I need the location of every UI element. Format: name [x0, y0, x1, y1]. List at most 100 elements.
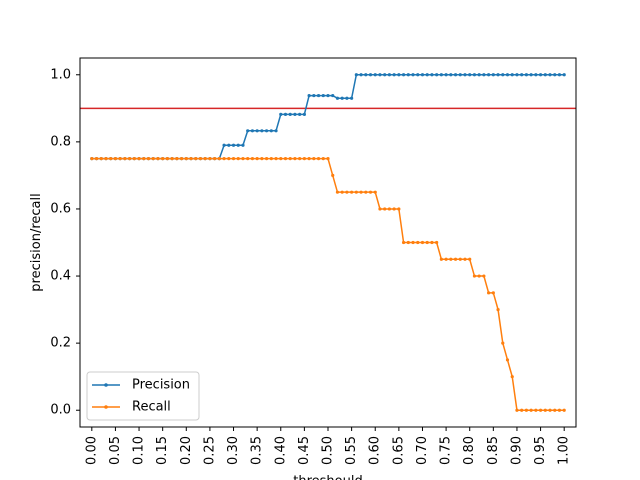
precision-point [496, 73, 500, 77]
precision-point [236, 143, 240, 147]
x-tick-label: 1.00 [557, 436, 572, 465]
precision-point [562, 73, 566, 77]
precision-point [406, 73, 410, 77]
recall-point [250, 157, 255, 161]
recall-point [463, 257, 467, 261]
precision-point [449, 73, 453, 77]
recall-point [416, 240, 420, 245]
recall-point [246, 157, 250, 161]
precision-point [340, 96, 344, 100]
recall-point [364, 190, 368, 194]
recall-point [279, 157, 283, 161]
x-tick-label: 0.85 [486, 436, 501, 465]
recall-point [288, 157, 292, 161]
x-tick-label: 0.40 [273, 436, 288, 465]
recall-point [340, 190, 344, 194]
precision-point [435, 73, 439, 77]
recall-point [165, 157, 169, 161]
recall-point [264, 157, 269, 161]
x-tick-label: 0.10 [132, 436, 147, 465]
recall-point [491, 291, 495, 295]
precision-point [538, 73, 543, 77]
x-tick-label: 0.75 [439, 436, 454, 465]
recall-point [387, 207, 392, 211]
series-recall [90, 157, 566, 412]
y-tick-label: 0.0 [50, 403, 71, 418]
recall-point [179, 157, 184, 161]
recall-point [236, 157, 240, 161]
recall-point [477, 274, 481, 278]
recall-point [156, 157, 160, 161]
precision-point [345, 96, 349, 100]
recall-point [383, 207, 387, 211]
recall-point [538, 408, 543, 412]
recall-point [435, 240, 439, 245]
recall-point [562, 408, 566, 412]
precision-point [250, 129, 255, 133]
recall-point [397, 207, 401, 211]
x-tick-label: 0.90 [509, 436, 524, 465]
precision-point [321, 93, 325, 98]
recall-point [231, 157, 236, 161]
precision-point [501, 73, 505, 77]
recall-point [137, 157, 141, 161]
precision-point [387, 73, 392, 77]
legend-box [86, 371, 200, 421]
precision-point [307, 93, 311, 98]
precision-point [524, 73, 529, 77]
x-tick-label: 0.50 [321, 436, 336, 465]
x-tick-label: 0.95 [533, 436, 548, 465]
precision-point [510, 73, 514, 77]
recall-point [392, 207, 396, 211]
x-tick-label: 0.25 [202, 436, 217, 465]
legend-item-recall: Recall [92, 400, 171, 415]
recall-point [501, 341, 505, 345]
precision-point [401, 73, 406, 77]
precision-point [420, 73, 425, 77]
recall-point [222, 157, 226, 161]
recall-point [359, 190, 363, 194]
precision-point [269, 129, 273, 133]
precision-point [260, 129, 264, 133]
recall-point [128, 157, 132, 161]
x-tick-label: 0.80 [462, 436, 477, 465]
precision-point [354, 73, 358, 77]
x-tick-label: 0.05 [108, 436, 123, 465]
recall-point [213, 157, 217, 161]
recall-point [505, 358, 510, 362]
precision-point [392, 73, 396, 77]
recall-point [472, 274, 477, 278]
recall-point [123, 157, 127, 161]
precision-point [383, 73, 387, 77]
recall-point [198, 157, 203, 161]
x-tick-label: 0.70 [415, 436, 430, 465]
x-tick-label: 0.20 [179, 436, 194, 465]
recall-point [269, 157, 273, 161]
recall-point [444, 257, 448, 261]
precision-point [534, 73, 538, 77]
precision-point [350, 96, 354, 100]
recall-point [326, 157, 330, 161]
x-tick-label: 0.35 [250, 436, 265, 465]
recall-point [368, 190, 373, 194]
recall-point [378, 207, 382, 211]
x-axis-label: threshould [293, 474, 362, 480]
recall-point [255, 157, 259, 161]
series-precision [90, 73, 566, 161]
recall-point [146, 157, 151, 161]
recall-point [354, 190, 358, 194]
recall-point [161, 157, 165, 161]
recall-point [430, 240, 434, 245]
precision-point [553, 73, 557, 77]
recall-point [241, 157, 245, 161]
recall-point [534, 408, 538, 412]
precision-point [548, 73, 552, 77]
precision-point [453, 73, 458, 77]
recall-point [293, 157, 297, 161]
precision-point [472, 73, 477, 77]
precision-point [316, 93, 321, 98]
recall-point [335, 190, 340, 194]
y-tick-label: 0.4 [50, 269, 71, 284]
precision-point [520, 73, 524, 77]
